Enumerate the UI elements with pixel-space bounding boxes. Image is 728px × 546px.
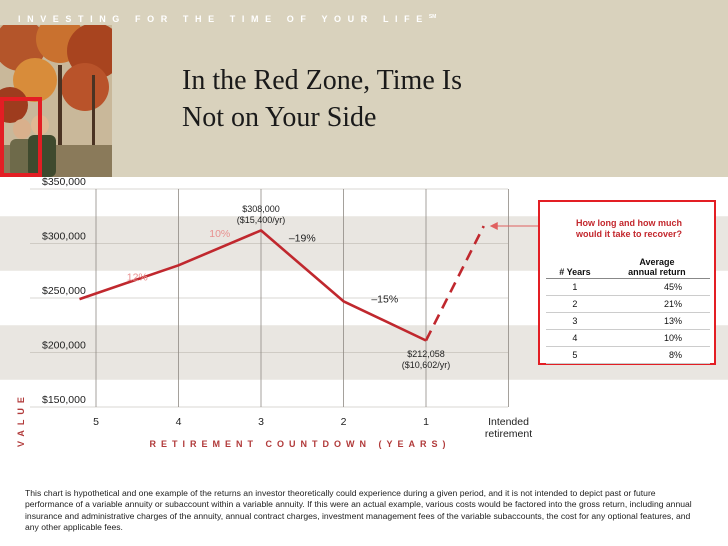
return-header-line-2: annual return	[628, 267, 686, 277]
x-axis-title: RETIREMENT COUNTDOWN (YEARS)	[150, 439, 451, 449]
y-tick-label: $300,000	[42, 231, 86, 243]
y-tick-label: $150,000	[42, 394, 86, 406]
y-tick-label: $200,000	[42, 340, 86, 352]
recovery-dashed-line	[424, 225, 485, 342]
table-row: 1 45%	[546, 278, 710, 296]
return-cell: 10%	[603, 329, 710, 347]
y-tick-labels: $350,000 $300,000 $250,000 $200,000 $150,000	[42, 177, 86, 406]
years-cell: 3	[546, 312, 604, 330]
segment-return-label: 12%	[127, 272, 148, 284]
table-row: 5 8%	[546, 346, 710, 364]
return-cell: 13%	[603, 312, 710, 330]
years-cell: 5	[546, 346, 604, 364]
point-value-label: $212,058	[407, 349, 445, 359]
x-tick-label: Intended	[488, 416, 529, 428]
page-title: In the Red Zone, Time Is Not on Your Sid…	[182, 62, 602, 136]
y-axis-title: VALUE	[16, 392, 26, 447]
x-tick-label: retirement	[485, 428, 532, 440]
x-tick-label: 3	[258, 416, 264, 428]
segment-return-label: –15%	[371, 293, 398, 305]
point-value-label: $308,000	[242, 204, 280, 214]
return-cell: 45%	[603, 278, 710, 296]
return-cell: 21%	[603, 295, 710, 313]
title-line-1: In the Red Zone, Time Is	[182, 65, 462, 96]
recovery-question: How long and how much would it take to r…	[554, 218, 704, 240]
x-tick-label: 1	[423, 416, 429, 428]
segment-labels: 12% 10% –19% –15%	[127, 228, 398, 305]
series-lines	[79, 222, 538, 342]
y-tick-label: $350,000	[42, 177, 86, 188]
point-income-label: ($10,602/yr)	[402, 360, 451, 370]
return-header: Average annual return	[603, 256, 710, 279]
table-row: 2 21%	[546, 295, 710, 313]
grid-lines	[30, 188, 509, 408]
return-cell: 8%	[603, 346, 710, 364]
point-income-label: ($15,400/yr)	[237, 215, 286, 225]
recovery-panel: How long and how much would it take to r…	[538, 200, 716, 365]
years-cell: 1	[546, 278, 604, 296]
header-band	[0, 0, 728, 177]
y-tick-label: $250,000	[42, 285, 86, 297]
x-tick-label: 2	[341, 416, 347, 428]
pointer-arrowhead	[489, 222, 498, 231]
segment-return-label: –19%	[289, 232, 316, 244]
disclaimer-text: This chart is hypothetical and one examp…	[25, 488, 692, 533]
years-header: # Years	[546, 256, 604, 279]
autumn-trees-photo	[0, 25, 112, 177]
highlight-frame	[0, 97, 42, 177]
title-line-2: Not on Your Side	[182, 102, 377, 133]
question-line-2: would it take to recover?	[575, 229, 683, 239]
service-mark: SM	[428, 14, 437, 20]
x-tick-label: 5	[93, 416, 99, 428]
return-header-line-1: Average	[639, 257, 675, 267]
value-line	[79, 229, 427, 342]
couple-photo	[0, 25, 112, 177]
years-cell: 4	[546, 329, 604, 347]
table-row: 4 10%	[546, 329, 710, 347]
tagline-text: INVESTING FOR THE TIME OF YOUR LIFE	[18, 14, 429, 24]
table-row: 3 13%	[546, 312, 710, 330]
question-line-1: How long and how much	[576, 218, 682, 228]
recovery-table: # Years Average annual return 1 45% 2 21% …	[546, 256, 710, 364]
recovery-header-row: # Years Average annual return	[546, 256, 710, 279]
segment-return-label: 10%	[209, 228, 230, 240]
x-tick-label: 4	[176, 416, 182, 428]
years-cell: 2	[546, 295, 604, 313]
point-labels: $308,000($15,400/yr) $212,058($10,602/yr)	[237, 204, 451, 370]
tagline: INVESTING FOR THE TIME OF YOUR LIFESM	[18, 14, 436, 24]
